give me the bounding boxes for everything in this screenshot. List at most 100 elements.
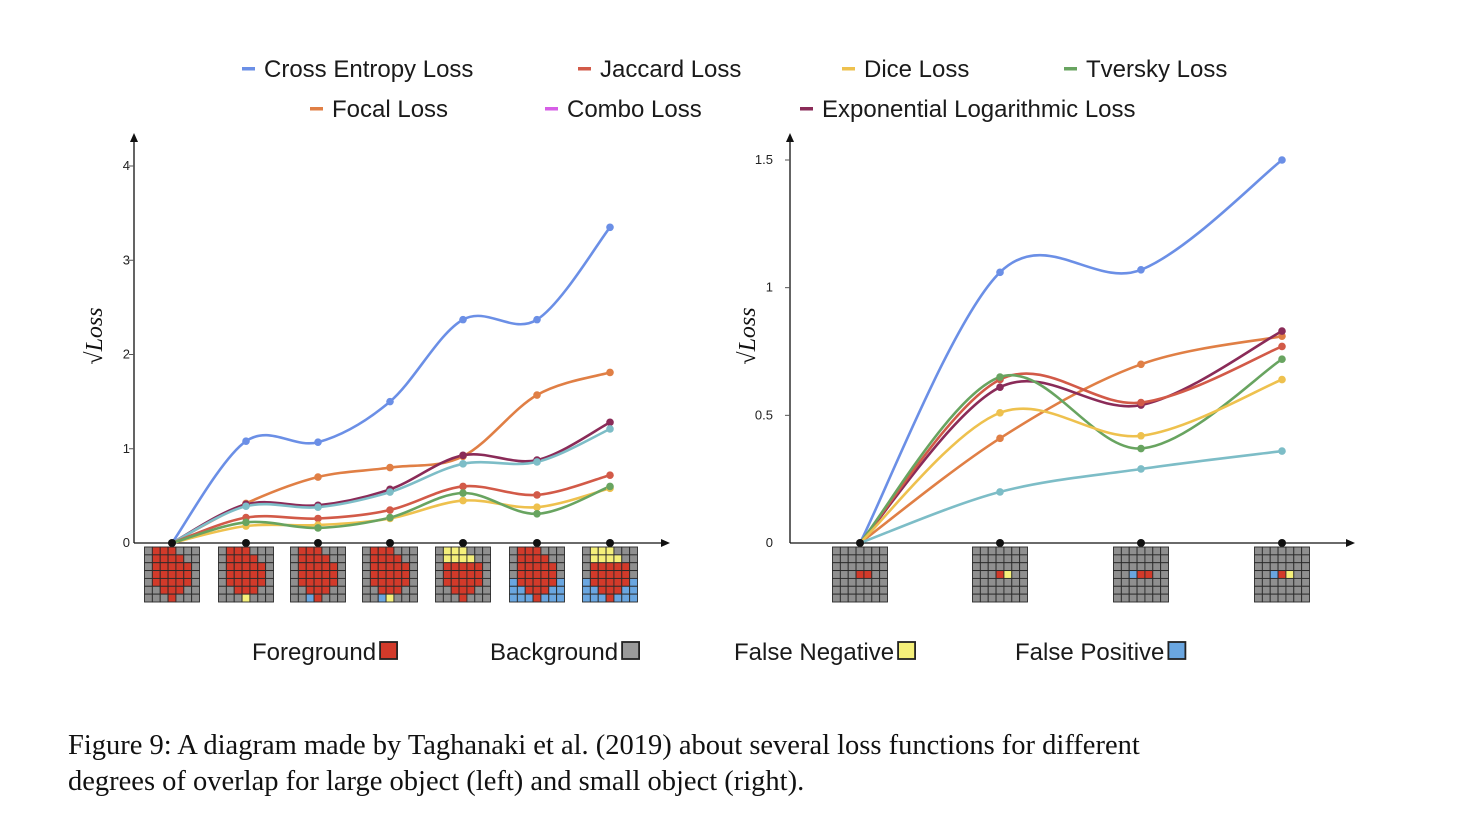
- grid-cell: [832, 593, 841, 603]
- left-data-point: [606, 425, 614, 433]
- grid-cell: [1293, 570, 1303, 579]
- left-data-point: [459, 460, 467, 468]
- grid-cell: [265, 554, 274, 564]
- legend-swatch: [842, 67, 855, 71]
- grid-cell: [621, 577, 631, 587]
- grid-cell: [1011, 585, 1021, 595]
- grid-cell: [979, 577, 989, 587]
- grid-cell: [1136, 577, 1146, 587]
- grid-cell: [509, 577, 518, 587]
- grid-cell: [605, 546, 615, 556]
- grid-cell: [613, 585, 623, 595]
- grid-cell: [1011, 577, 1021, 587]
- grid-cell: [321, 562, 331, 572]
- grid-cell: [629, 577, 638, 587]
- grid-cell: [435, 554, 444, 564]
- grid-cell: [183, 562, 193, 572]
- grid-cell: [297, 546, 307, 556]
- left-y-tick-label: 4: [123, 158, 130, 173]
- grid-cell: [377, 562, 387, 572]
- grid-cell: [987, 577, 997, 587]
- left-data-point: [533, 491, 541, 499]
- grid-cell: [321, 585, 331, 595]
- grid-cell: [987, 593, 997, 603]
- grid-cell: [879, 562, 888, 572]
- grid-cell: [516, 593, 526, 603]
- grid-cell: [832, 585, 841, 595]
- grid-cell: [265, 585, 274, 595]
- grid-cell: [1269, 554, 1279, 564]
- grid-cell: [369, 585, 379, 595]
- grid-cell: [442, 593, 452, 603]
- left-data-point: [459, 482, 467, 491]
- grid-cell: [540, 577, 550, 587]
- grid-cell: [1285, 570, 1295, 579]
- grid-cell: [1277, 570, 1287, 579]
- grid-cell: [1120, 585, 1130, 595]
- right-data-point: [996, 408, 1004, 417]
- left-overlap-grid: [362, 546, 418, 603]
- grid-cell: [249, 570, 259, 579]
- grid-cell: [466, 546, 476, 556]
- grid-cell: [482, 570, 491, 579]
- grid-cell: [458, 554, 468, 564]
- grid-cell: [979, 554, 989, 564]
- grid-cell: [442, 546, 452, 556]
- grid-cell: [1120, 577, 1130, 587]
- grid-cell: [972, 546, 981, 556]
- right-x-category-marker: [1137, 539, 1145, 547]
- grid-cell: [401, 546, 411, 556]
- grid-cell: [1113, 570, 1122, 579]
- grid-cell: [1261, 546, 1271, 556]
- right-data-point: [996, 434, 1004, 443]
- grid-cell: [393, 546, 403, 556]
- grid-cell: [879, 570, 888, 579]
- grid-cell: [987, 546, 997, 556]
- grid-cell: [377, 546, 387, 556]
- grid-cell: [1144, 570, 1154, 579]
- grid-cell: [1160, 570, 1169, 579]
- grid-cell: [233, 570, 243, 579]
- legend-label: Exponential Logarithmic Loss: [822, 96, 1136, 123]
- grid-cell: [863, 593, 873, 603]
- left-data-point: [242, 518, 250, 527]
- grid-cell: [1160, 585, 1169, 595]
- grid-cell: [1160, 593, 1169, 603]
- grid-cell: [458, 577, 468, 587]
- grid-cell: [369, 546, 379, 556]
- series-legend: Cross Entropy Loss Jaccard Loss Dice Loss T…: [242, 56, 1227, 123]
- grid-cell: [167, 554, 177, 564]
- right-data-point: [1137, 360, 1145, 369]
- grid-cell: [1261, 593, 1271, 603]
- left-overlap-grids: [144, 546, 638, 603]
- caption-line-2: degrees of overlap for large object (lef…: [68, 766, 805, 797]
- cell-legend: Foreground Background False Negative False …: [252, 639, 1187, 666]
- grid-cell: [605, 570, 615, 579]
- grid-cell: [839, 593, 849, 603]
- grid-cell: [540, 585, 550, 595]
- grid-cell: [191, 577, 200, 587]
- grid-cell: [369, 570, 379, 579]
- right-overlap-grid: [972, 546, 1028, 603]
- left-data-point: [459, 451, 467, 460]
- grid-cell: [151, 562, 161, 572]
- grid-cell: [879, 593, 888, 603]
- right-series-line-jaccard-loss: [858, 345, 1284, 545]
- left-data-point: [314, 524, 322, 532]
- grid-cell: [241, 554, 251, 564]
- grid-cell: [1113, 546, 1122, 556]
- grid-cell: [1136, 562, 1146, 572]
- grid-cell: [1019, 577, 1028, 587]
- grid-cell: [1293, 593, 1303, 603]
- grid-cell: [1254, 593, 1263, 603]
- legend-swatch: [310, 107, 323, 111]
- grid-cell: [832, 570, 841, 579]
- grid-cell: [1144, 562, 1154, 572]
- grid-cell: [532, 554, 542, 564]
- grid-cell: [305, 570, 315, 579]
- grid-cell: [167, 593, 177, 603]
- left-overlap-grid: [509, 546, 565, 603]
- grid-cell: [450, 554, 460, 564]
- grid-cell: [1019, 593, 1028, 603]
- grid-cell: [1261, 554, 1271, 564]
